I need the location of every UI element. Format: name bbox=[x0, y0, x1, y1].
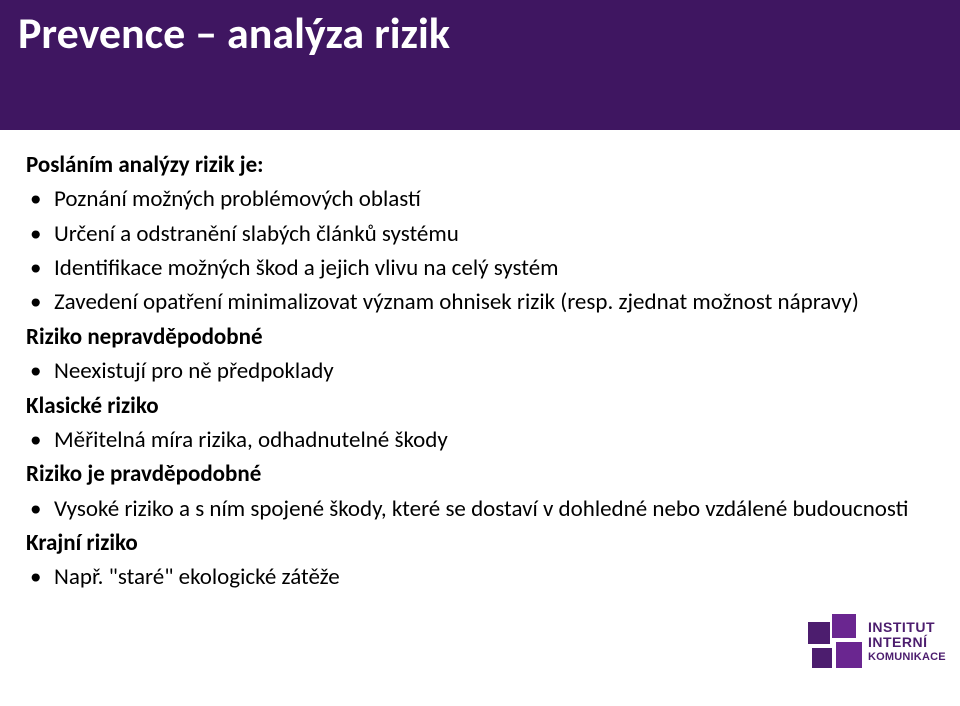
list-item: Zavedení opatření minimalizovat význam o… bbox=[54, 287, 916, 317]
slide: Prevence – analýza rizik Posláním analýz… bbox=[0, 0, 960, 706]
section-heading: Riziko nepravděpodobné bbox=[26, 322, 916, 352]
logo-square-icon bbox=[812, 648, 832, 668]
section-3: Riziko je pravděpodobné Vysoké riziko a … bbox=[26, 459, 916, 524]
logo-square-icon bbox=[808, 622, 830, 644]
list-item: Měřitelná míra rizika, odhadnutelné škod… bbox=[54, 425, 916, 455]
section-4: Krajní riziko Např. "staré" ekologické z… bbox=[26, 528, 916, 593]
list-item: Např. "staré" ekologické zátěže bbox=[54, 562, 916, 592]
logo-line: KOMUNIKACE bbox=[868, 651, 946, 663]
page-title: Prevence – analýza rizik bbox=[18, 6, 450, 60]
body-content: Posláním analýzy rizik je: Poznání možný… bbox=[26, 150, 916, 597]
logo-square-icon bbox=[836, 642, 862, 668]
logo-line: INSTITUT bbox=[868, 620, 946, 635]
section-1: Riziko nepravděpodobné Neexistují pro ně… bbox=[26, 322, 916, 387]
list-item: Identifikace možných škod a jejich vlivu… bbox=[54, 253, 916, 283]
logo-square-icon bbox=[832, 614, 856, 638]
list-item: Poznání možných problémových oblastí bbox=[54, 184, 916, 214]
list-item: Vysoké riziko a s ním spojené škody, kte… bbox=[54, 494, 916, 524]
bullet-list: Neexistují pro ně předpoklady bbox=[26, 356, 916, 386]
section-heading: Krajní riziko bbox=[26, 528, 916, 558]
section-2: Klasické riziko Měřitelná míra rizika, o… bbox=[26, 391, 916, 456]
bullet-list: Např. "staré" ekologické zátěže bbox=[26, 562, 916, 592]
logo: INSTITUT INTERNÍ KOMUNIKACE bbox=[808, 614, 940, 692]
bullet-list: Vysoké riziko a s ním spojené škody, kte… bbox=[26, 494, 916, 524]
list-item: Neexistují pro ně předpoklady bbox=[54, 356, 916, 386]
section-heading: Riziko je pravděpodobné bbox=[26, 459, 916, 489]
title-bar: Prevence – analýza rizik bbox=[0, 0, 960, 130]
section-heading: Klasické riziko bbox=[26, 391, 916, 421]
list-item: Určení a odstranění slabých článků systé… bbox=[54, 219, 916, 249]
logo-line: INTERNÍ bbox=[868, 635, 946, 650]
bullet-list: Měřitelná míra rizika, odhadnutelné škod… bbox=[26, 425, 916, 455]
section-heading: Posláním analýzy rizik je: bbox=[26, 150, 916, 180]
section-0: Posláním analýzy rizik je: Poznání možný… bbox=[26, 150, 916, 318]
logo-text: INSTITUT INTERNÍ KOMUNIKACE bbox=[868, 620, 946, 663]
bullet-list: Poznání možných problémových oblastí Urč… bbox=[26, 184, 916, 317]
